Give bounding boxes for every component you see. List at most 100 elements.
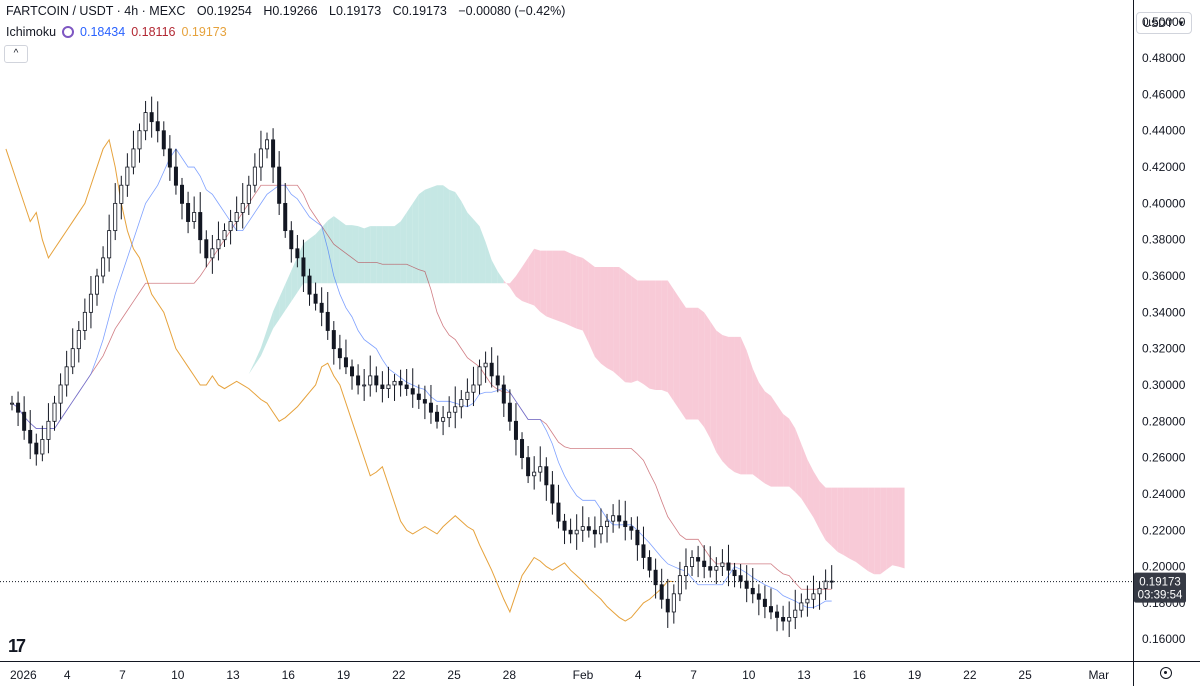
candle-body	[155, 121, 160, 132]
candle-body	[416, 393, 421, 400]
candle-body	[113, 202, 118, 232]
cloud-bear-segment	[710, 321, 717, 453]
cloud-bear-segment	[819, 481, 826, 541]
cloud-bull-segment	[388, 226, 395, 284]
candle-body	[167, 148, 172, 168]
cloud-bear-segment	[807, 459, 814, 518]
cloud-bull-segment	[327, 216, 334, 284]
high-label: H	[263, 4, 273, 18]
cloud-bear-segment	[564, 250, 571, 326]
cloud-bull-segment	[418, 189, 425, 284]
cloud-bull-segment	[218, 410, 225, 420]
x-tick-label: 19	[337, 668, 351, 682]
y-tick-label: 0.36000	[1142, 269, 1186, 283]
candle-body	[58, 384, 63, 404]
candle-body	[386, 384, 391, 390]
cloud-bull-segment	[188, 423, 195, 429]
tradingview-logo-icon[interactable]: 17	[8, 636, 26, 656]
cloud-bear-segment	[637, 280, 644, 385]
candle-body	[617, 515, 622, 522]
candle-body	[313, 293, 318, 304]
candle-body	[544, 466, 549, 486]
indicator-settings-icon[interactable]	[62, 26, 75, 38]
cloud-bear-segment	[540, 250, 547, 317]
cloud-bear-segment	[813, 471, 820, 530]
cloud-bear-segment	[503, 280, 510, 288]
candle-body	[526, 457, 531, 477]
y-tick-label: 0.50000	[1142, 15, 1186, 29]
candle-body	[775, 611, 780, 618]
cloud-bear-segment	[643, 280, 650, 389]
candle-body	[586, 526, 591, 531]
cloud-bull-segment	[497, 271, 504, 284]
x-tick-label: 28	[503, 668, 517, 682]
cloud-bull-segment	[364, 226, 371, 284]
candle-body	[180, 184, 185, 204]
cloud-bear-segment	[868, 487, 875, 575]
cloud-bear-segment	[783, 414, 790, 487]
candle-body	[435, 411, 440, 422]
candle-body	[732, 569, 737, 577]
symbol-title[interactable]: FARTCOIN / USDT · 4h · MEXC	[6, 4, 186, 18]
close-value: 0.19173	[401, 4, 447, 18]
low-value: 0.19173	[335, 4, 382, 18]
y-tick-label: 0.26000	[1142, 451, 1186, 465]
cloud-bull-segment	[437, 185, 444, 284]
chikou-line	[5, 138, 674, 622]
currency-label: USDT	[1143, 18, 1173, 30]
y-tick-label: 0.40000	[1142, 196, 1186, 210]
y-tick-label: 0.22000	[1142, 523, 1186, 537]
cloud-bear-segment	[698, 307, 705, 428]
cloud-bull-segment	[449, 189, 456, 284]
cloud-bull-segment	[370, 226, 377, 284]
x-tick-label: 22	[392, 668, 406, 682]
cloud-bear-segment	[692, 307, 699, 420]
high-value: 0.19266	[272, 4, 318, 18]
candle-body	[289, 230, 294, 250]
currency-selector[interactable]: USDT ▼	[1136, 12, 1192, 34]
candle-body	[362, 384, 367, 387]
candle-body	[246, 184, 251, 204]
candle-body	[714, 566, 719, 571]
candle-body	[173, 166, 178, 186]
chikou-value: 0.19173	[181, 25, 227, 39]
cloud-bear-segment	[625, 271, 632, 383]
candle-body	[641, 544, 646, 558]
candle-body	[374, 375, 379, 386]
candle-body	[343, 357, 348, 368]
indicator-name[interactable]: Ichimoku	[6, 25, 57, 39]
x-tick-label: 10	[171, 668, 185, 682]
tenkan-line	[11, 148, 832, 608]
cloud-bull-segment	[461, 201, 468, 284]
cloud-bull-segment	[358, 226, 365, 284]
candle-body	[513, 420, 518, 440]
tenkan-value: 0.18434	[80, 25, 126, 39]
candle-body	[22, 411, 27, 431]
cloud-bull-segment	[254, 347, 261, 366]
candle-body	[744, 580, 749, 589]
cloud-bear-segment	[758, 382, 765, 484]
settings-gear-icon[interactable]	[1160, 667, 1172, 679]
candle-body	[131, 148, 136, 168]
cloud-bear-segment	[843, 487, 850, 559]
candle-body	[538, 466, 543, 473]
cloud-bull-segment	[352, 225, 359, 284]
candle-body	[768, 606, 773, 613]
cloud-bear-segment	[892, 487, 899, 567]
candle-body	[659, 584, 664, 600]
cloud-bear-segment	[795, 428, 802, 499]
candle-body	[598, 526, 603, 535]
candle-body	[823, 580, 828, 589]
y-tick-label: 0.16000	[1142, 632, 1186, 646]
candle-body	[465, 391, 470, 400]
candle-body	[501, 384, 506, 404]
candle-body	[143, 112, 148, 132]
candle-body	[690, 557, 695, 567]
candle-body	[119, 184, 124, 204]
candle-body	[805, 598, 810, 604]
cloud-bear-segment	[546, 250, 553, 319]
collapse-legend-button[interactable]: ^	[4, 45, 28, 63]
candle-body	[507, 402, 512, 422]
cloud-bull-segment	[424, 187, 431, 284]
